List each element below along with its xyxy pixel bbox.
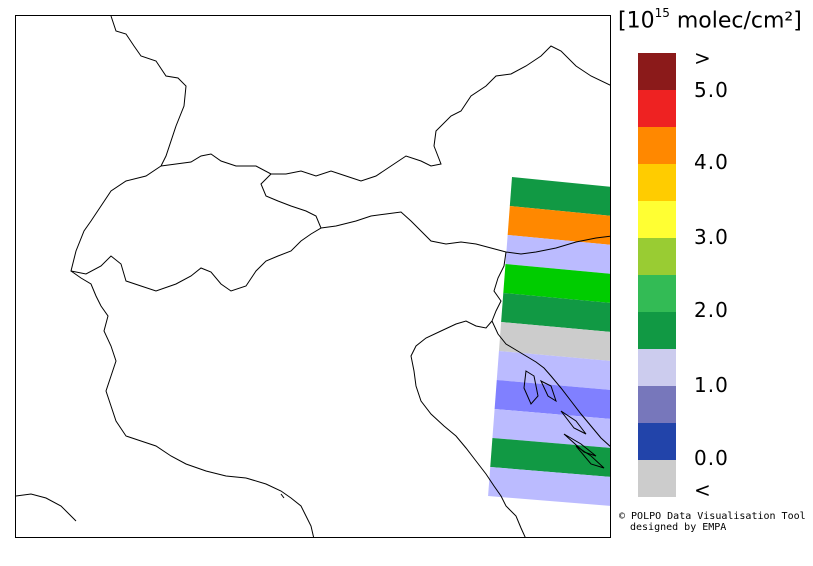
swath-band	[494, 380, 610, 419]
legend-swatch	[638, 201, 676, 238]
border-france-south	[16, 493, 77, 522]
coast-croatia	[491, 320, 610, 447]
legend-label-4: 4.0	[694, 150, 729, 174]
credit-line-1: © POLPO Data Visualisation Tool	[619, 511, 806, 522]
unit-prefix: [10	[618, 8, 655, 34]
country-borders	[16, 16, 610, 537]
unit-suffix: molec/cm²]	[669, 8, 802, 34]
legend-swatch	[638, 386, 676, 423]
swath-band	[507, 206, 610, 245]
swath-band	[503, 264, 610, 303]
island-pag	[560, 410, 587, 435]
island-dugi	[563, 433, 597, 457]
legend-swatch	[638, 460, 676, 497]
legend-label-greater: >	[694, 46, 712, 70]
swath-band	[509, 177, 610, 216]
swath-band	[501, 293, 610, 332]
credit-text: © POLPO Data Visualisation Tool designed…	[619, 511, 806, 533]
coast-italy-tyrrhenian	[245, 477, 315, 537]
satellite-swath	[488, 177, 610, 506]
border-switzerland	[70, 165, 322, 292]
island-corsica-tip	[280, 493, 285, 499]
map-frame	[15, 15, 611, 538]
legend-swatch	[638, 312, 676, 349]
swath-band	[488, 467, 610, 506]
legend-swatch	[638, 127, 676, 164]
legend-swatch	[638, 238, 676, 275]
coast-italy-adriatic	[410, 320, 526, 537]
legend-label-5: 5.0	[694, 78, 729, 102]
border-france-germany	[110, 16, 187, 167]
swath-band	[490, 438, 610, 477]
island-kornati	[575, 445, 605, 469]
legend-label-0: 0.0	[694, 446, 729, 470]
border-italy-slovenia	[491, 251, 507, 322]
legend-swatch	[638, 90, 676, 127]
swath-band	[498, 322, 610, 361]
swath-band	[492, 409, 610, 448]
island-cres	[523, 370, 539, 405]
unit-label: [1015 molec/cm²]	[618, 6, 802, 34]
swath-band	[505, 235, 610, 274]
legend-label-1: 1.0	[694, 373, 729, 397]
island-krk	[539, 379, 557, 403]
legend-label-less: <	[694, 478, 712, 502]
legend-swatch	[638, 275, 676, 312]
border-france-italy	[70, 270, 247, 479]
unit-exponent: 15	[654, 6, 670, 20]
border-austria-italy	[320, 211, 610, 255]
legend-label-2: 2.0	[694, 298, 729, 322]
credit-line-2: designed by EMPA	[630, 522, 727, 533]
legend-label-3: 3.0	[694, 225, 729, 249]
border-germany-austria	[160, 45, 610, 182]
map-canvas[interactable]	[16, 16, 611, 538]
legend-swatch	[638, 53, 676, 90]
legend-swatch	[638, 349, 676, 386]
legend-swatch	[638, 423, 676, 460]
color-legend	[638, 53, 676, 497]
legend-swatch	[638, 164, 676, 201]
